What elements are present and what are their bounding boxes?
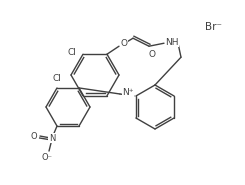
Text: O⁻: O⁻ (41, 153, 52, 162)
Text: Br⁻: Br⁻ (205, 22, 222, 32)
Text: Cl: Cl (68, 48, 76, 57)
Text: O: O (31, 132, 37, 141)
Text: NH: NH (165, 38, 179, 47)
Text: O: O (148, 50, 156, 59)
Text: N⁺: N⁺ (122, 88, 134, 97)
Text: N: N (49, 134, 55, 143)
Text: O: O (121, 39, 127, 48)
Text: Cl: Cl (53, 73, 61, 83)
